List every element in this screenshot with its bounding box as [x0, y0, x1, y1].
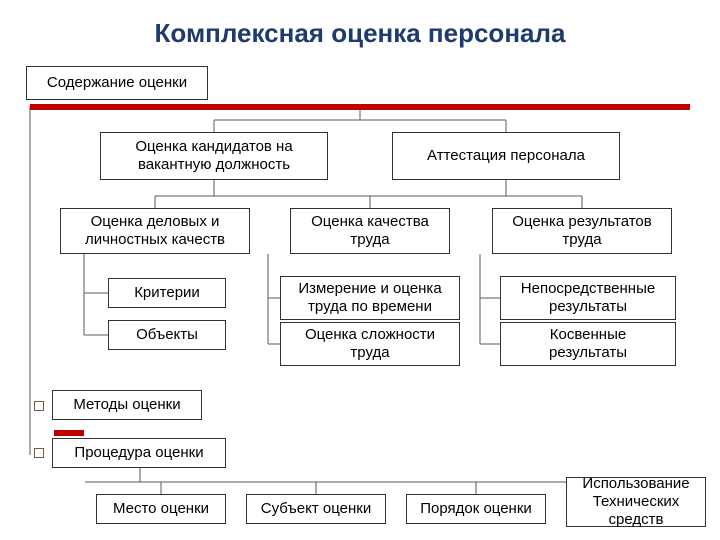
box-tech: Использование Технических средств [566, 477, 706, 527]
box-content: Содержание оценки [26, 66, 208, 100]
box-candidates: Оценка кандидатов на вакантную должность [100, 132, 328, 180]
connector-7 [85, 468, 636, 494]
connector-1 [155, 180, 582, 208]
page-title: Комплексная оценка персонала [0, 0, 720, 49]
connector-3 [84, 254, 108, 335]
connector-5 [480, 254, 500, 344]
box-indirect: Косвенные результаты [500, 322, 676, 366]
red-bar-1 [54, 430, 84, 436]
red-bar-0 [30, 104, 690, 110]
box-order: Порядок оценки [406, 494, 546, 524]
box-attestation: Аттестация персонала [392, 132, 620, 180]
box-place: Место оценки [96, 494, 226, 524]
box-complexity: Оценка сложности труда [280, 322, 460, 366]
box-results: Оценка результатов труда [492, 208, 672, 254]
box-methods: Методы оценки [52, 390, 202, 420]
bullet-1 [34, 448, 44, 458]
box-objects: Объекты [108, 320, 226, 350]
box-procedure: Процедура оценки [52, 438, 226, 468]
box-measure: Измерение и оценка труда по времени [280, 276, 460, 320]
bullet-0 [34, 401, 44, 411]
box-criteria: Критерии [108, 278, 226, 308]
box-business: Оценка деловых и личностных качеств [60, 208, 250, 254]
box-direct: Непосредственные результаты [500, 276, 676, 320]
box-quality: Оценка качества труда [290, 208, 450, 254]
box-subject: Субъект оценки [246, 494, 386, 524]
connector-4 [268, 254, 280, 344]
